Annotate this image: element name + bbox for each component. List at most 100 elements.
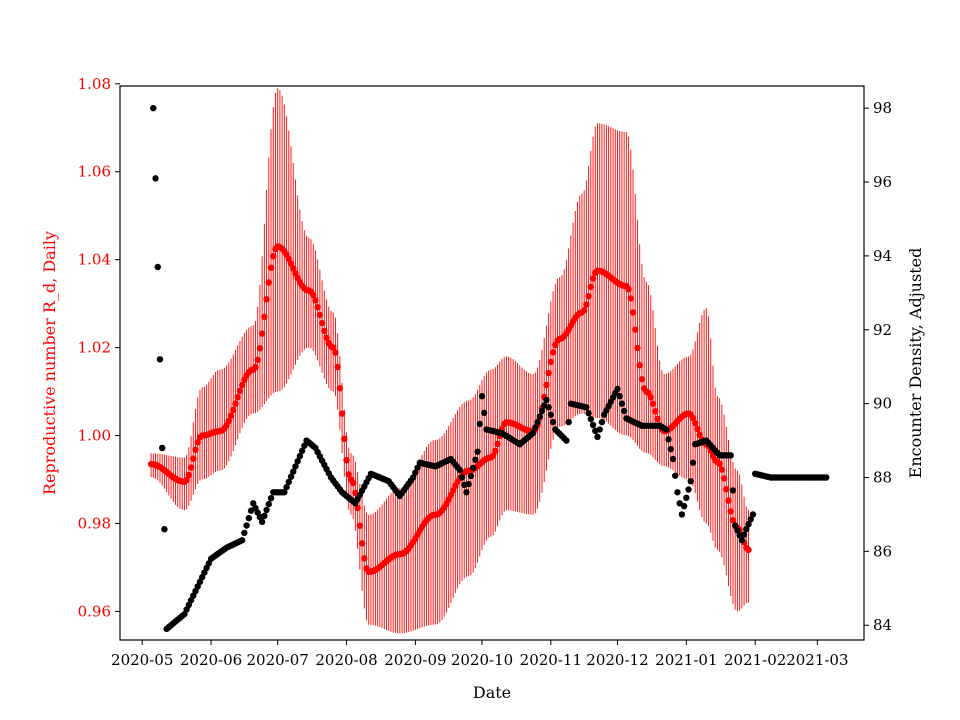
encounter-point: [294, 458, 301, 465]
encounter-point: [727, 452, 734, 459]
reproductive-point: [321, 327, 328, 335]
reproductive-point: [287, 260, 295, 267]
encounter-point: [152, 175, 159, 182]
encounter-point: [409, 474, 417, 481]
encounter-point: [734, 527, 741, 534]
reproductive-point: [718, 466, 726, 473]
y-left-tick-label: 1.04: [78, 251, 111, 269]
y-left-tick-label: 0.98: [78, 514, 111, 532]
encounter-point: [243, 522, 250, 529]
reproductive-point: [654, 415, 661, 423]
encounter-point: [478, 393, 486, 400]
encounter-point: [669, 455, 677, 463]
reproductive-point: [356, 522, 364, 529]
reproductive-point: [729, 516, 737, 524]
reproductive-point: [332, 349, 339, 356]
encounter-point: [545, 404, 552, 411]
reproductive-point: [694, 425, 701, 433]
reproductive-point: [270, 253, 277, 260]
encounter-point: [265, 500, 272, 508]
y-right-tick-label: 92: [873, 321, 892, 339]
reproductive-point: [232, 400, 239, 407]
reproductive-point: [263, 296, 270, 303]
encounter-point: [241, 529, 248, 537]
y-right-tick-label: 84: [873, 616, 892, 634]
encounter-point: [583, 404, 590, 411]
encounter-point: [563, 437, 570, 444]
encounter-point: [543, 396, 550, 404]
encounter-point: [261, 512, 268, 520]
encounter-point: [283, 483, 290, 491]
encounter-point: [731, 522, 739, 529]
x-axis: 2020-05 2020-06 2020-07 2020-08 2020-09 2020-…: [111, 640, 849, 669]
encounter-point: [267, 494, 275, 502]
encounter-point: [296, 452, 304, 460]
reproductive-point: [225, 417, 233, 425]
reproductive-point: [580, 307, 588, 314]
encounter-point: [472, 456, 479, 463]
encounter-point: [594, 433, 601, 441]
x-tick-label: 2020-09: [384, 651, 446, 669]
reproductive-point: [629, 309, 637, 316]
reproductive-point: [725, 497, 732, 504]
reproductive-point: [745, 546, 752, 554]
reproductive-point: [720, 475, 728, 482]
reproductive-point: [545, 369, 552, 377]
encounter-point: [532, 424, 539, 431]
y-left-tick-label: 1.06: [78, 163, 111, 181]
encounter-point: [463, 489, 470, 496]
encounter-point: [290, 468, 297, 475]
encounter-point: [663, 426, 670, 433]
y-axis-right: 84 86 88 90 92 94 96 98: [864, 99, 892, 634]
encounter-point: [738, 537, 746, 544]
reproductive-point: [636, 361, 643, 369]
x-tick-label: 2020-10: [451, 651, 513, 669]
reproductive-point: [358, 540, 366, 547]
reproductive-point: [330, 344, 337, 351]
encounter-point: [456, 466, 463, 474]
encounter-point: [292, 463, 299, 470]
x-tick-label: 2020-12: [586, 651, 648, 669]
x-axis-title: Date: [473, 683, 511, 702]
encounter-point: [158, 444, 166, 452]
plot-frame: [119, 85, 865, 641]
encounter-point: [534, 418, 541, 426]
reproductive-point: [341, 435, 348, 443]
reproductive-series: [147, 243, 752, 576]
reproductive-point: [338, 410, 346, 417]
y-right-tick-label: 98: [873, 99, 892, 117]
reproductive-point: [587, 283, 595, 291]
reproductive-point: [312, 297, 319, 304]
encounter-point: [589, 421, 597, 429]
encounter-point: [529, 429, 537, 437]
encounter-point: [547, 411, 555, 418]
reproductive-point: [585, 292, 592, 300]
reproductive-point: [310, 291, 317, 299]
encounter-point: [474, 448, 481, 455]
reproductive-point: [318, 319, 326, 327]
encounter-point: [683, 494, 690, 502]
x-tick-label: 2020-07: [247, 651, 309, 669]
reproductive-point: [543, 381, 550, 389]
reproductive-point: [187, 464, 195, 471]
reproductive-point: [727, 508, 734, 515]
reproductive-point: [256, 345, 264, 352]
encounter-point: [620, 407, 628, 415]
reproductive-point: [634, 344, 641, 352]
reproductive-point: [625, 286, 632, 293]
y-left-tick-label: 0.96: [78, 602, 111, 620]
encounter-point: [618, 400, 626, 407]
encounter-point: [685, 486, 692, 493]
reproductive-point: [261, 313, 268, 320]
encounter-point: [747, 516, 754, 523]
reproductive-point: [265, 279, 272, 286]
x-tick-label: 2020-11: [520, 651, 582, 669]
encounter-point: [285, 478, 292, 486]
encounter-point: [616, 393, 623, 400]
x-tick-label: 2021-03: [786, 651, 848, 669]
reproductive-point: [583, 301, 590, 308]
reproductive-point: [194, 439, 201, 446]
reproductive-point: [234, 393, 241, 401]
encounter-point: [687, 477, 694, 485]
